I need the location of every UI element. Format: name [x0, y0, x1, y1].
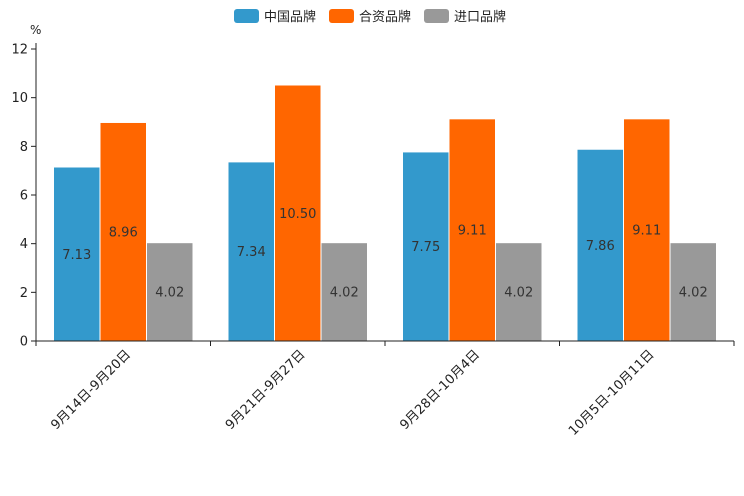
bar[interactable] — [321, 243, 368, 341]
bar[interactable] — [670, 243, 717, 341]
x-category-label: 10月5日-10月11日 — [566, 347, 658, 439]
x-category-label: 9月21日-9月27日 — [223, 347, 309, 433]
bar[interactable] — [100, 122, 147, 342]
bar-value-label: 7.34 — [237, 245, 266, 260]
y-tick-label: 12 — [11, 43, 28, 58]
bar-value-label: 7.75 — [411, 240, 440, 255]
bar-value-label: 4.02 — [155, 286, 184, 301]
y-axis: 0 2 4 6 8 10 12 — [11, 43, 37, 350]
bar-value-label: 7.86 — [586, 239, 615, 254]
bar-value-label: 4.02 — [330, 286, 359, 301]
y-unit-label: % — [30, 23, 41, 37]
x-category-label: 9月14日-9月20日 — [48, 347, 134, 433]
bar-value-label: 4.02 — [679, 286, 708, 301]
bar-value-label: 8.96 — [109, 225, 138, 240]
legend-swatch — [424, 9, 449, 23]
y-tick-label: 0 — [20, 335, 28, 350]
bar[interactable] — [496, 243, 542, 341]
bar-value-label: 9.11 — [632, 224, 661, 239]
bars: 7.13 7.34 7.75 7.86 8.96 10.50 9.11 9.11 4.02 4.0… — [54, 85, 717, 342]
legend-swatch — [234, 9, 259, 23]
bar[interactable] — [577, 149, 624, 341]
y-tick-label: 4 — [20, 237, 28, 252]
bar[interactable] — [228, 162, 275, 341]
y-tick-label: 2 — [20, 286, 28, 301]
legend-swatch — [329, 9, 354, 23]
y-tick-label: 8 — [20, 140, 28, 155]
bar[interactable] — [624, 119, 670, 341]
legend-label[interactable]: 进口品牌 — [454, 9, 506, 25]
bar[interactable] — [403, 152, 449, 341]
bar[interactable] — [449, 119, 496, 341]
bar[interactable] — [147, 243, 193, 341]
legend-label[interactable]: 合资品牌 — [359, 9, 411, 25]
legend-label[interactable]: 中国品牌 — [264, 9, 316, 25]
bar-value-label: 4.02 — [504, 286, 533, 301]
y-tick-label: 10 — [11, 91, 28, 106]
bar-value-label: 7.13 — [62, 248, 91, 263]
bar[interactable] — [54, 167, 100, 341]
x-axis: 9月14日-9月20日 9月21日-9月27日 9月28日-10月4日 10月5日-1… — [35, 340, 735, 439]
x-category-label: 9月28日-10月4日 — [397, 347, 483, 433]
bar[interactable] — [275, 85, 321, 342]
bar-value-label: 9.11 — [458, 224, 487, 239]
legend: 中国品牌 合资品牌 进口品牌 — [234, 9, 506, 25]
y-tick-label: 6 — [20, 189, 28, 204]
bar-value-label: 10.50 — [279, 207, 316, 222]
